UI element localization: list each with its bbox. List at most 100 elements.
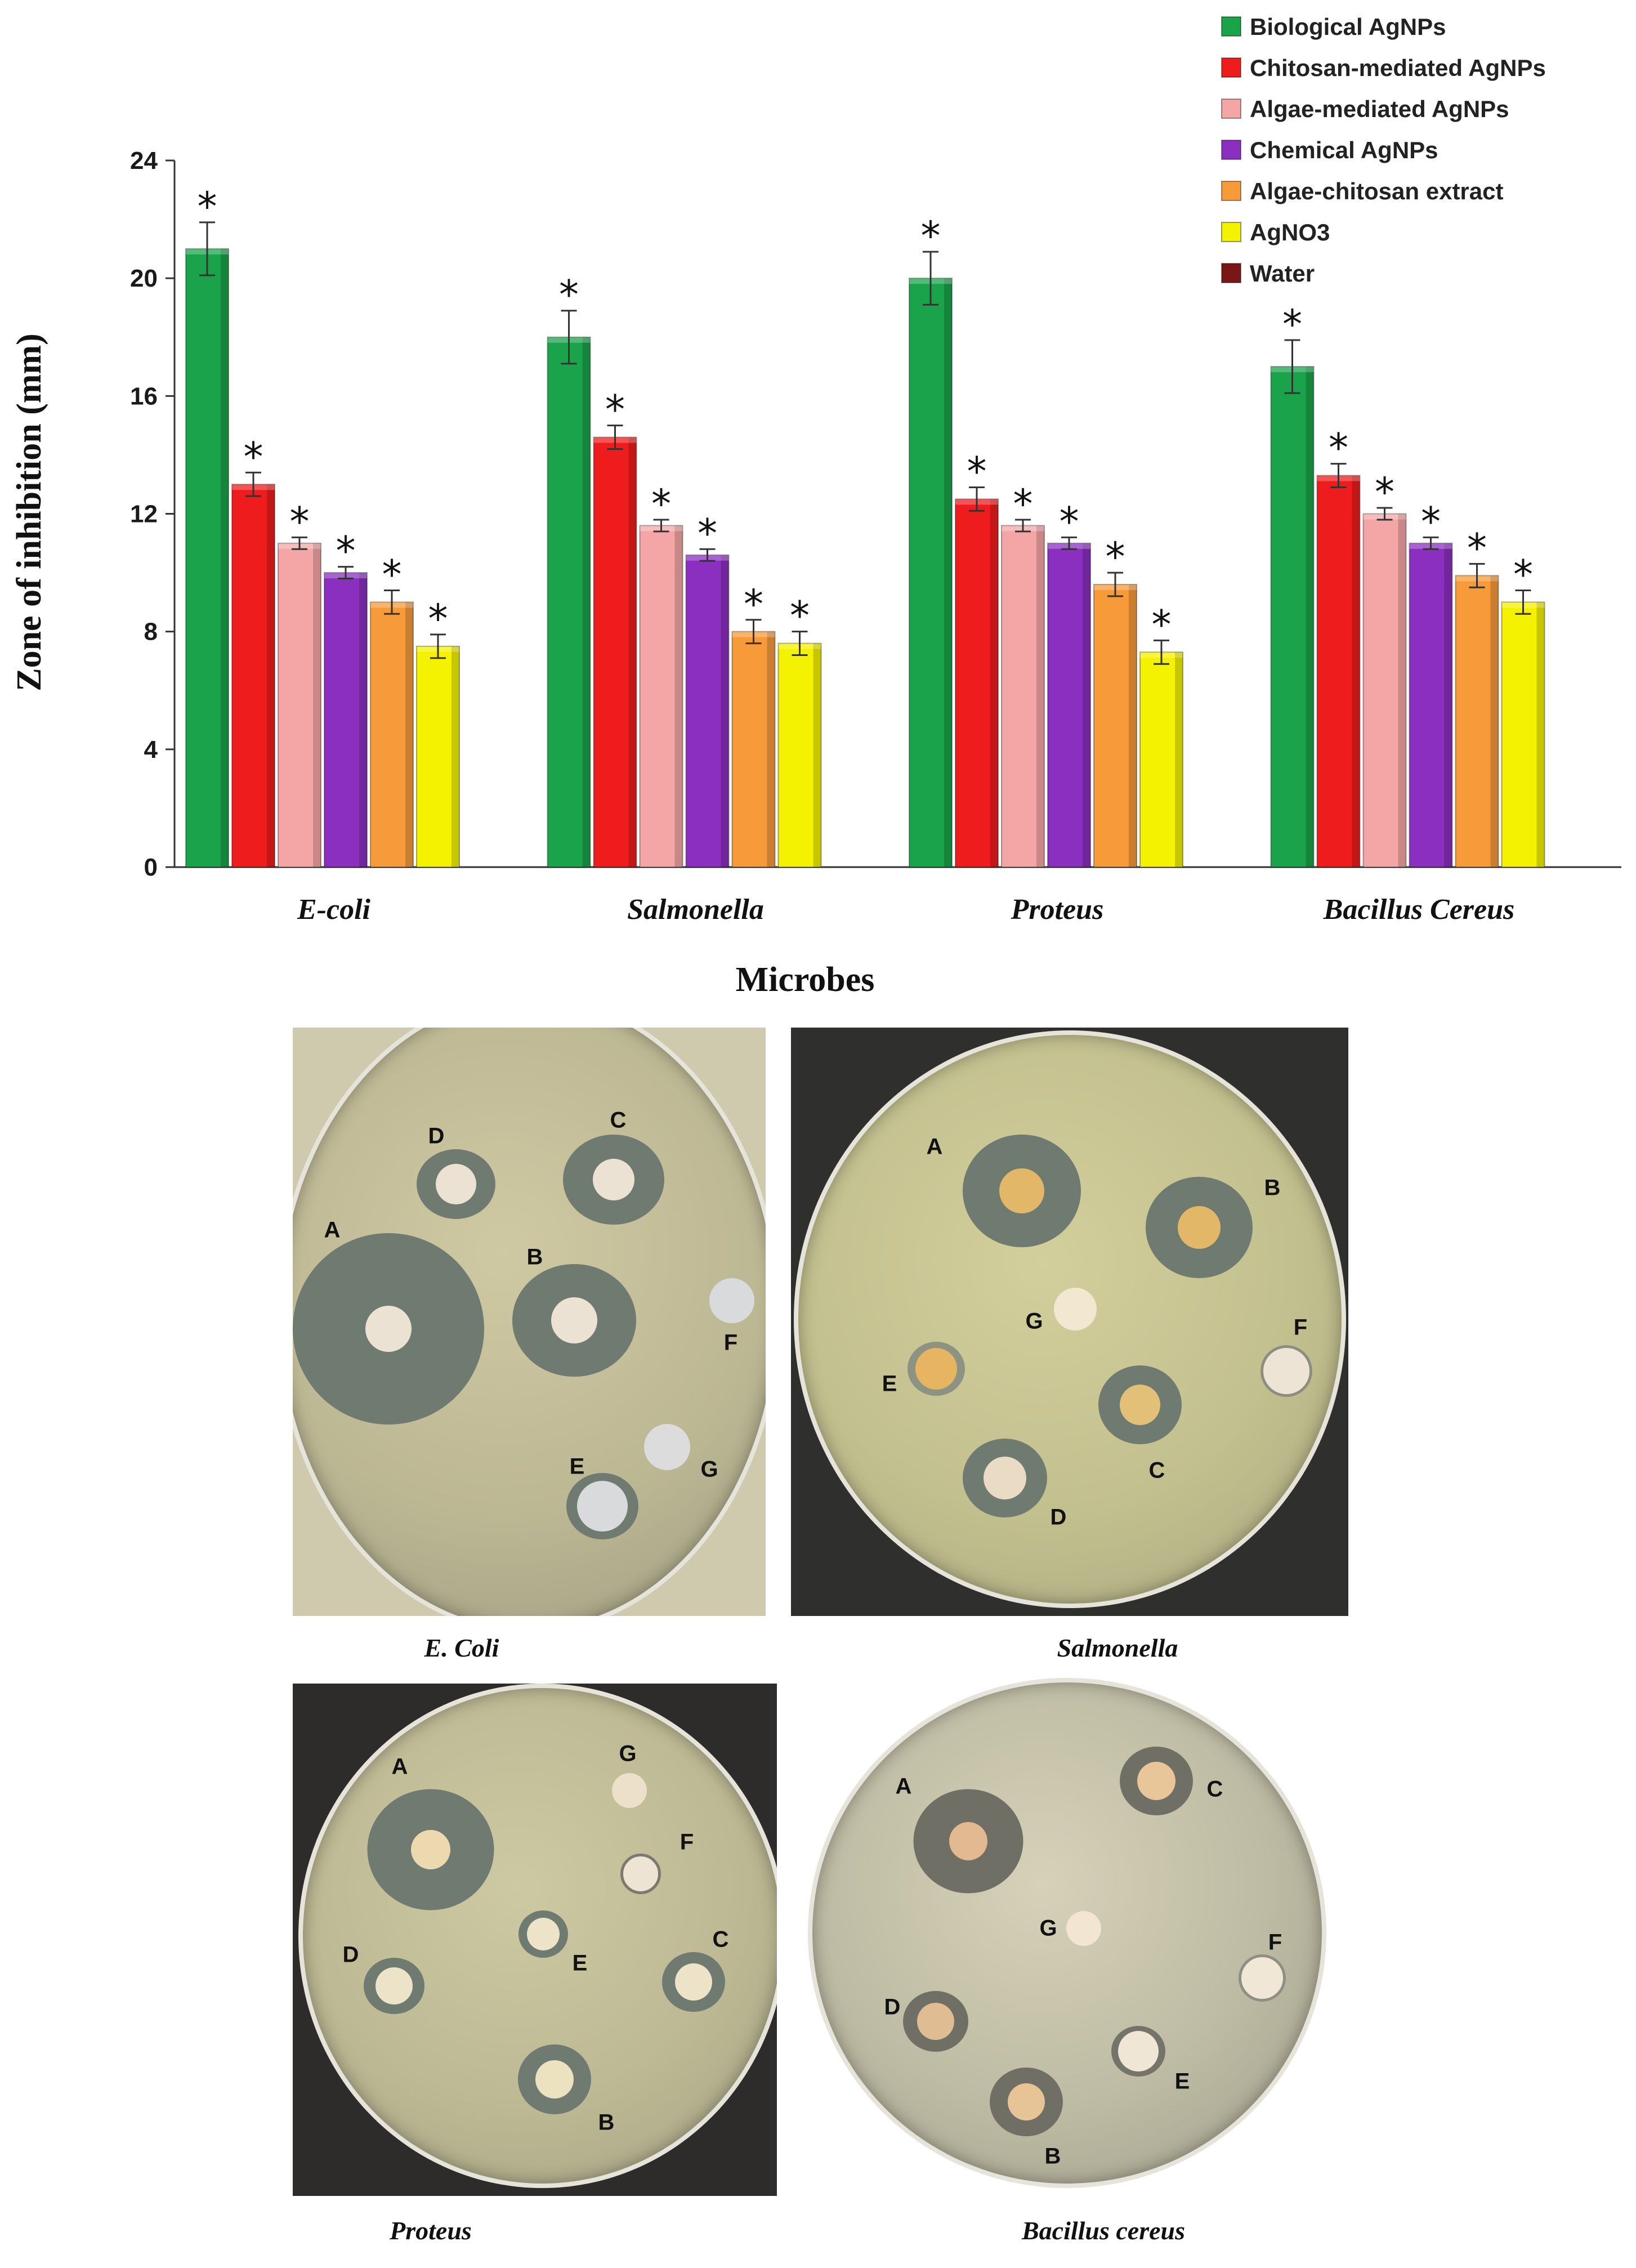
zone-c (1098, 1365, 1182, 1444)
plate-caption-salmonella: Salmonella (1057, 1633, 1178, 1662)
legend-label: AgNO3 (1250, 219, 1330, 245)
y-tick-label: 4 (144, 736, 158, 764)
well-label-c: C (1206, 1776, 1223, 1802)
well-label-g: G (1039, 1916, 1057, 1941)
disc-f (1260, 1345, 1312, 1397)
bar (231, 484, 275, 868)
significance-marker: * (336, 528, 356, 574)
significance-marker: * (1060, 498, 1079, 544)
bar-shade (267, 484, 275, 867)
legend-swatch (1221, 99, 1241, 119)
plate-photo-proteus: A B C D E F G (293, 1684, 777, 2196)
bar-shade (944, 278, 952, 868)
significance-marker: * (605, 387, 625, 433)
bar (278, 542, 321, 868)
chart-bars: * * * * * * * * * * * * * * * * * * * * * * * * (185, 184, 1545, 868)
significance-marker: * (382, 551, 402, 597)
well-label-g: G (1025, 1309, 1043, 1334)
disc-g (1054, 1288, 1097, 1331)
plate-photo-salmonella: A B C D E F G (791, 1028, 1348, 1616)
bar-shade (313, 543, 321, 867)
bar (1409, 542, 1453, 868)
legend-swatch (1221, 263, 1241, 283)
y-tick-label: 12 (130, 501, 158, 528)
significance-marker: * (698, 510, 717, 556)
zone-d (417, 1149, 495, 1219)
bar-shade (1306, 367, 1314, 867)
chart-axes: 0 4 8 12 16 20 24 E-coli Salmonella Proteus Bacill… (130, 147, 1621, 926)
well-label-a: A (391, 1754, 408, 1779)
significance-marker: * (1329, 425, 1348, 471)
disc-a (949, 1822, 987, 1860)
well-label-b: B (1044, 2144, 1061, 2169)
well-label-a: A (324, 1217, 341, 1243)
bar (1139, 651, 1183, 868)
disc-d (917, 2003, 954, 2040)
y-tick-label: 20 (130, 265, 158, 292)
zone-a (913, 1789, 1023, 1894)
disc-c (1137, 1762, 1175, 1800)
zone-b (518, 2044, 591, 2114)
well-label-c: C (610, 1108, 627, 1133)
bar-shade (1536, 602, 1545, 867)
disc-e (915, 1348, 957, 1390)
significance-marker: * (1152, 601, 1172, 648)
well-label-e: E (569, 1454, 585, 1479)
legend-swatch (1221, 140, 1241, 160)
bar (1316, 475, 1361, 868)
petri-dish (298, 1684, 777, 2188)
zone-d (364, 1958, 424, 2014)
petri-dish (794, 1030, 1346, 1608)
bar (685, 554, 730, 868)
disc-d (436, 1164, 476, 1204)
disc-b (535, 2060, 574, 2099)
bar-shade (1036, 525, 1044, 867)
bar-shade (1175, 652, 1183, 867)
zone-e (908, 1342, 965, 1396)
well-label-f: F (1268, 1930, 1282, 1955)
legend-label: Chemical AgNPs (1250, 137, 1438, 163)
bar-shade (1129, 584, 1137, 867)
well-label-d: D (1050, 1504, 1067, 1530)
legend-label: Water (1250, 260, 1315, 287)
disc-c (675, 1963, 712, 2001)
bar-shade (1490, 575, 1499, 867)
well-label-b: B (1264, 1175, 1281, 1200)
bar-shade (452, 646, 459, 867)
x-category-label: Bacillus Cereus (1323, 894, 1515, 926)
bar-shade (582, 337, 591, 867)
x-category-label: Proteus (1011, 894, 1104, 926)
bar (370, 601, 414, 868)
well-label-c: C (712, 1927, 729, 1952)
well-label-d: D (342, 1942, 359, 1967)
well-label-d: D (428, 1123, 445, 1149)
disc-b (1178, 1206, 1221, 1249)
bar (777, 642, 822, 868)
bar-shade (674, 525, 683, 867)
legend-label: Chitosan-mediated AgNPs (1250, 55, 1546, 81)
bar-shade (628, 437, 637, 867)
disc-a (411, 1830, 450, 1869)
legend-swatch (1221, 181, 1241, 201)
well-label-b: B (598, 2110, 615, 2135)
zone-c (662, 1952, 725, 2012)
well-label-e: E (572, 1950, 588, 1976)
plate-photo-e-coli: A B C D E F G (293, 1028, 766, 1616)
significance-marker: * (651, 481, 671, 527)
bar-shade (221, 248, 229, 867)
legend-label: Algae-mediated AgNPs (1250, 96, 1509, 122)
disc-g (1066, 1911, 1101, 1946)
bar-shade (1352, 475, 1360, 867)
bar (955, 498, 999, 868)
significance-marker: * (198, 184, 217, 230)
zone-c (1120, 1747, 1193, 1815)
disc-d (984, 1457, 1026, 1499)
well-label-f: F (723, 1330, 738, 1355)
zone-e (1111, 2026, 1165, 2077)
significance-marker: * (1375, 469, 1394, 515)
bar (1455, 575, 1499, 868)
y-axis-title: Zone of inhibition (mm) (10, 333, 48, 691)
legend-label: Biological AgNPs (1250, 14, 1446, 40)
bar (1270, 366, 1315, 868)
zone-e (566, 1473, 638, 1539)
